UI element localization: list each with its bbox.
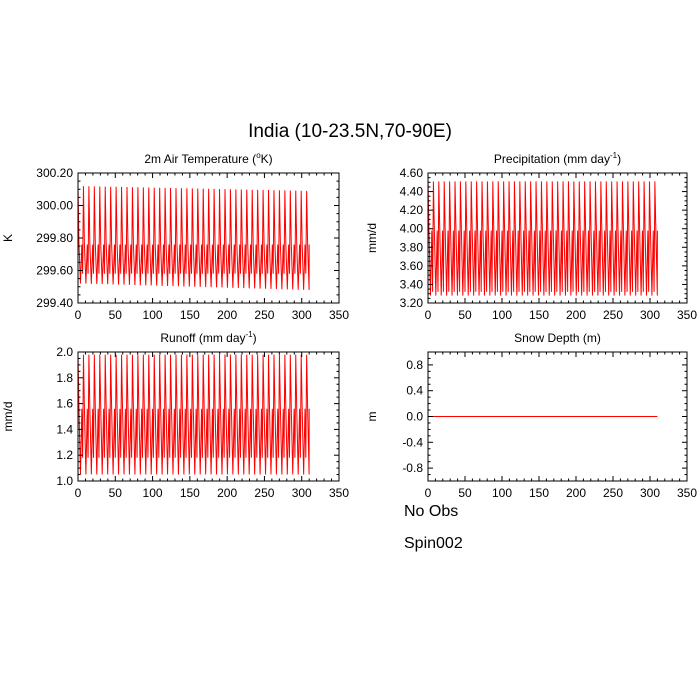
x-tick-label: 150 bbox=[529, 486, 549, 500]
x-tick-label: 350 bbox=[329, 308, 349, 322]
x-tick-label: 150 bbox=[529, 308, 549, 322]
y-tick-label: 300.00 bbox=[36, 199, 73, 213]
panel-1: Precipitation (mm day-1) mm/d 0 50 100 150 200… bbox=[365, 151, 697, 322]
y-tick-label: 0.8 bbox=[406, 358, 423, 372]
panel-3: Snow Depth (m) m 0 50 100 150 200 250 300 350 -0.8… bbox=[365, 331, 697, 500]
legend-label-spin002: Spin002 bbox=[404, 535, 463, 552]
panel-title: 2m Air Temperature (oK) bbox=[144, 151, 272, 166]
y-axis-label: mm/d bbox=[365, 223, 379, 253]
x-tick-label: 100 bbox=[143, 486, 163, 500]
y-tick-label: -0.4 bbox=[402, 435, 423, 449]
y-tick-label: -0.8 bbox=[402, 461, 423, 475]
y-tick-label: 0.4 bbox=[406, 384, 423, 398]
panel-0: 2m Air Temperature (oK) K 0 50 100 150 200 250 3… bbox=[1, 151, 349, 322]
x-tick-label: 100 bbox=[492, 308, 512, 322]
x-tick-label: 300 bbox=[292, 308, 312, 322]
y-tick-label: 3.20 bbox=[400, 296, 424, 310]
x-tick-label: 50 bbox=[458, 486, 472, 500]
x-tick-label: 300 bbox=[640, 486, 660, 500]
x-tick-label: 50 bbox=[458, 308, 472, 322]
y-tick-label: 300.20 bbox=[36, 166, 73, 180]
y-tick-label: 4.00 bbox=[400, 222, 424, 236]
x-tick-label: 300 bbox=[292, 486, 312, 500]
x-tick-label: 350 bbox=[677, 308, 697, 322]
series-line-spin002 bbox=[428, 181, 658, 296]
y-tick-label: 1.4 bbox=[56, 422, 73, 436]
y-tick-label: 299.80 bbox=[36, 231, 73, 245]
x-tick-label: 200 bbox=[566, 308, 586, 322]
panel-title: Snow Depth (m) bbox=[514, 331, 601, 345]
panel-title: Precipitation (mm day-1) bbox=[494, 151, 621, 166]
x-tick-label: 50 bbox=[109, 486, 123, 500]
legend-label-no-obs: No Obs bbox=[404, 503, 459, 520]
x-tick-label: 250 bbox=[603, 486, 623, 500]
panel-title: Runoff (mm day-1) bbox=[160, 330, 256, 345]
y-tick-label: 1.8 bbox=[56, 371, 73, 385]
y-tick-label: 299.40 bbox=[36, 296, 73, 310]
y-axis-label: m bbox=[365, 412, 379, 422]
y-tick-label: 1.6 bbox=[56, 397, 73, 411]
x-tick-label: 0 bbox=[75, 308, 82, 322]
x-tick-label: 150 bbox=[180, 308, 200, 322]
y-axis-label: K bbox=[1, 234, 15, 242]
x-tick-label: 250 bbox=[603, 308, 623, 322]
y-tick-label: 0.0 bbox=[406, 410, 423, 424]
y-tick-label: 4.60 bbox=[400, 166, 424, 180]
y-axis-label: mm/d bbox=[1, 402, 15, 432]
x-tick-label: 150 bbox=[180, 486, 200, 500]
y-tick-label: 3.60 bbox=[400, 259, 424, 273]
series-line-spin002 bbox=[78, 185, 310, 291]
x-tick-label: 250 bbox=[254, 486, 274, 500]
panels: 2m Air Temperature (oK) K 0 50 100 150 200 250 3… bbox=[1, 151, 697, 500]
x-tick-label: 0 bbox=[75, 486, 82, 500]
panel-2: Runoff (mm day-1) mm/d 0 50 100 150 200 250 300 3… bbox=[1, 330, 349, 500]
y-tick-label: 299.60 bbox=[36, 264, 73, 278]
figure-title: India (10-23.5N,70-90E) bbox=[248, 121, 452, 142]
y-tick-label: 1.2 bbox=[56, 448, 73, 462]
y-tick-label: 2.0 bbox=[56, 345, 73, 359]
x-tick-label: 200 bbox=[217, 486, 237, 500]
x-tick-label: 100 bbox=[492, 486, 512, 500]
x-tick-label: 200 bbox=[217, 308, 237, 322]
x-tick-label: 250 bbox=[254, 308, 274, 322]
x-tick-label: 350 bbox=[329, 486, 349, 500]
y-tick-label: 3.40 bbox=[400, 277, 424, 291]
y-tick-label: 4.20 bbox=[400, 203, 424, 217]
x-tick-label: 200 bbox=[566, 486, 586, 500]
x-tick-label: 100 bbox=[143, 308, 163, 322]
x-tick-label: 0 bbox=[425, 308, 432, 322]
series-line-spin002 bbox=[78, 354, 310, 475]
y-tick-label: 1.0 bbox=[56, 474, 73, 488]
y-tick-label: 3.80 bbox=[400, 240, 424, 254]
y-tick-label: 4.40 bbox=[400, 185, 424, 199]
x-tick-label: 300 bbox=[640, 308, 660, 322]
x-tick-label: 0 bbox=[425, 486, 432, 500]
x-tick-label: 350 bbox=[677, 486, 697, 500]
x-tick-label: 50 bbox=[109, 308, 123, 322]
